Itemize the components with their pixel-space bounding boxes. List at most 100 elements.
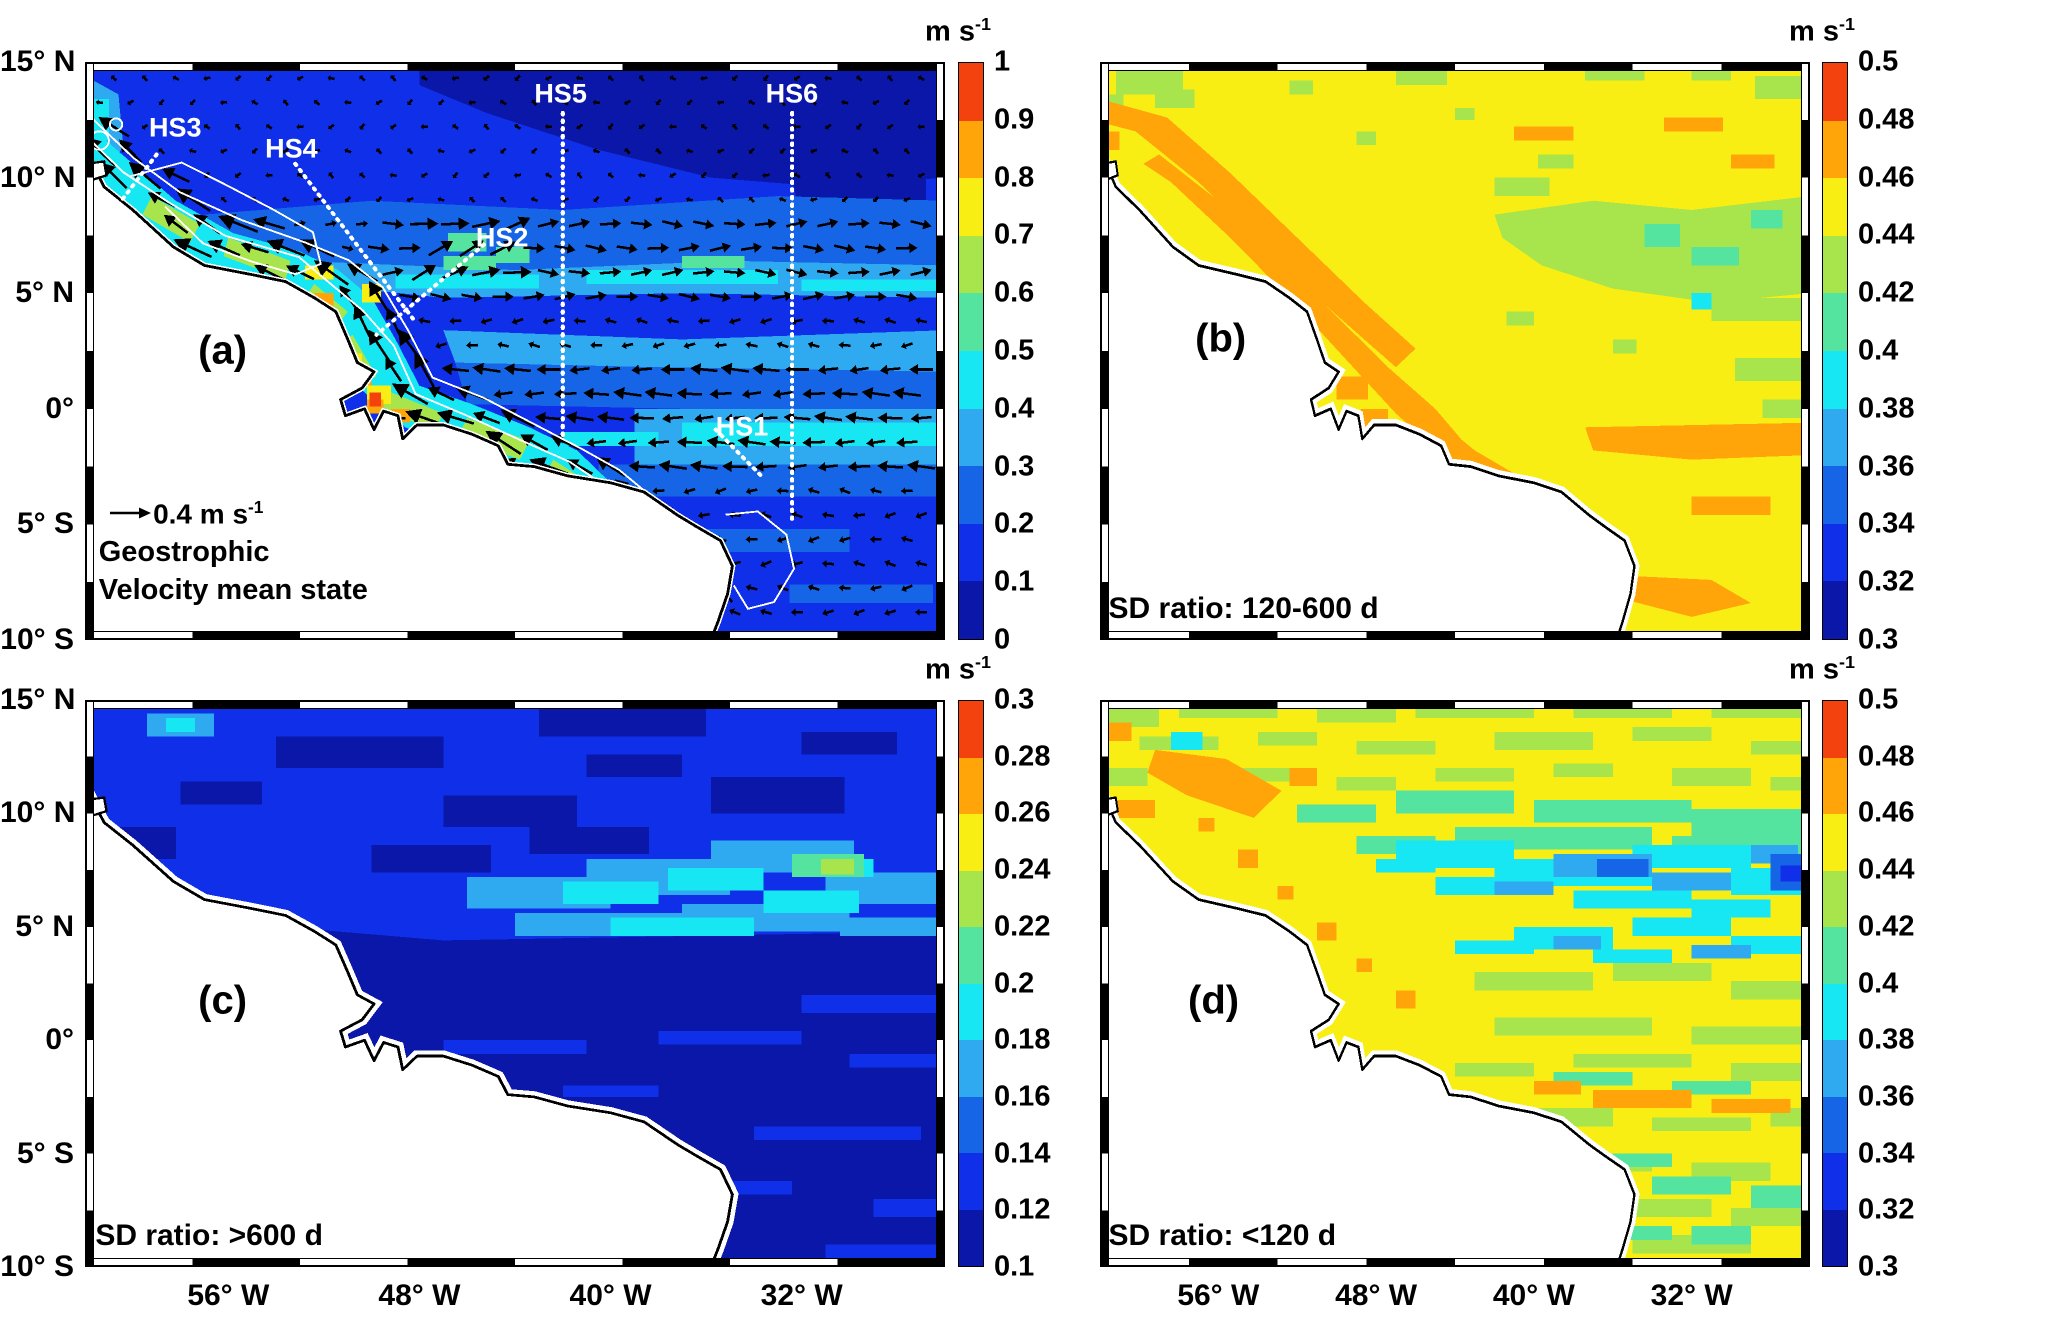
colorbar-cell: [1823, 1209, 1847, 1266]
x-tick-label: 48° W: [1335, 1279, 1418, 1312]
field-patch: [1289, 768, 1317, 787]
colorbar-cell: [959, 1040, 983, 1097]
frame-bottom: [85, 1258, 945, 1267]
colorbar-tick-label: 0.7: [994, 218, 1035, 251]
colorbar-tick-label: 0.1: [994, 565, 1035, 598]
field-patch: [1612, 339, 1637, 354]
field-patch: [166, 718, 195, 732]
colorbar-cell: [959, 178, 983, 236]
map-panel-a: (a) HS1 HS2 HS3 HS4 HS5 HS6 0.4 m s-1 Ge…: [85, 62, 945, 640]
panel-letter: (c): [198, 978, 248, 1022]
field-patch: [443, 795, 578, 828]
colorbar-cell: [1823, 814, 1847, 871]
colorbar-c: 0.3 0.28 0.26 0.24 0.22 0.2 0.18 0.16 0.14 0.12 0.…: [958, 684, 1138, 1283]
field-patch: [395, 274, 539, 289]
field-patch: [371, 845, 492, 873]
field-patch: [1652, 872, 1732, 891]
field-patch: [763, 890, 859, 914]
arrow-scale-text: 0.4 m s-1: [153, 496, 264, 529]
colorbar-cell: [959, 927, 983, 984]
colorbar-cell: [1823, 63, 1847, 121]
colorbar-unit-label: m s-1: [1789, 14, 1855, 48]
colorbar-cell: [959, 757, 983, 814]
colorbar-tick-label: 0.2: [994, 507, 1035, 540]
field-patch: [1652, 1117, 1751, 1131]
section-line-hs4: [293, 161, 417, 323]
field-patch: [801, 994, 945, 1013]
frame-top: [1100, 700, 1810, 709]
field-patch: [849, 1053, 945, 1068]
colorbar-cell: [959, 350, 983, 409]
section-label-hs6: HS6: [765, 78, 819, 109]
field-patch: [1780, 865, 1805, 882]
field-patch: [586, 754, 683, 778]
field-patch: [1115, 71, 1183, 95]
colorbar-tick-label: 0.28: [994, 740, 1051, 773]
colorbar-tick-label: 0.5: [1858, 45, 1899, 78]
colorbar-tick-label: 0.14: [994, 1137, 1051, 1170]
colorbar-tick-label: 0.44: [1858, 853, 1915, 886]
x-tick-label: 56° W: [1177, 1279, 1260, 1312]
field-patch: [1593, 1090, 1692, 1109]
colorbar-cell: [959, 870, 983, 927]
colorbar-tick-label: 0.12: [994, 1193, 1051, 1226]
field-patch: [443, 330, 945, 372]
colorbar-cell: [1823, 1040, 1847, 1097]
colorbar-tick-label: 0.32: [1858, 565, 1915, 598]
field-patch: [598, 464, 945, 497]
field-patch: [1100, 98, 1416, 368]
colorbar-unit-label: m s-1: [1789, 652, 1855, 686]
panel-c-label: SD ratio: >600 d: [95, 1219, 323, 1253]
field-patch: [1644, 223, 1680, 247]
map-panel-c: (c) SD ratio: >600 d: [85, 700, 945, 1267]
field-patch: [1238, 849, 1258, 868]
field-patch: [1537, 154, 1574, 169]
section-label-hs1: HS1: [715, 411, 769, 442]
colorbar-cell: [959, 1096, 983, 1153]
field-patch: [820, 858, 855, 875]
field-patch: [1494, 881, 1554, 896]
colorbar-cell: [1823, 757, 1847, 814]
field-patch: [1691, 899, 1771, 918]
colorbar-cell: [1823, 870, 1847, 927]
colorbar-cell: [959, 293, 983, 351]
field-patch: [1691, 496, 1771, 516]
field-patch: [443, 256, 496, 271]
field-patch: [495, 246, 530, 264]
x-tick-label: 32° W: [1650, 1279, 1733, 1312]
colorbar-cells: [1822, 700, 1848, 1267]
field-patch: [223, 237, 291, 280]
field-patch: [1171, 731, 1203, 750]
field-patch: [1494, 731, 1594, 750]
colorbar-tick-label: 0.34: [1858, 1137, 1915, 1170]
bathymetry-contour: [128, 161, 322, 276]
colorbar-tick-label: 0.46: [1858, 796, 1915, 829]
field-patch: [1455, 940, 1534, 955]
field-patch: [1435, 768, 1515, 782]
panel-letter: (a): [198, 328, 248, 373]
field-patch: [1750, 1185, 1810, 1209]
colorbar-d: 0.5 0.48 0.46 0.44 0.42 0.4 0.38 0.36 0.34 0.32 0.…: [1822, 684, 2002, 1283]
colorbar-tick-label: 0: [994, 623, 1011, 656]
colorbar-tick-label: 0.36: [1858, 450, 1915, 483]
section-label-hs3: HS3: [149, 112, 202, 143]
x-tick-label: 40° W: [569, 1279, 652, 1312]
x-tick-label: 48° W: [378, 1279, 461, 1312]
colorbar-unit-label: m s-1: [925, 652, 991, 686]
coastline: [1100, 784, 1636, 1267]
field-patch: [529, 827, 649, 855]
colorbar-tick-label: 0.16: [994, 1080, 1051, 1113]
field-patch: [1691, 293, 1712, 310]
field-patch: [1762, 399, 1810, 419]
frame-bottom: [85, 631, 945, 640]
y-tick-label: 10° S: [0, 623, 74, 656]
panel-b-label: SD ratio: 120-600 d: [1108, 592, 1379, 626]
colorbar-a: 1 0.9 0.8 0.7 0.6 0.5 0.4 0.3 0.2 0.1 0: [958, 46, 1138, 656]
bathymetry-contour: [725, 510, 796, 610]
section-line-hs3: [114, 152, 159, 210]
field-patch: [1553, 763, 1613, 778]
colorbar-cell: [1823, 983, 1847, 1040]
colorbar-tick-label: 0.38: [1858, 1023, 1915, 1056]
field-patch: [1612, 963, 1712, 982]
colorbar-cell: [959, 701, 983, 758]
